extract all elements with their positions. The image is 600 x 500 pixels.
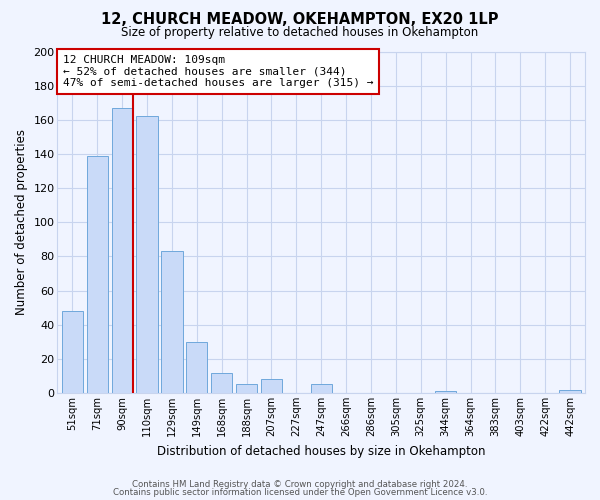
Bar xyxy=(161,252,182,393)
Bar xyxy=(186,342,208,393)
Bar xyxy=(311,384,332,393)
Bar xyxy=(112,108,133,393)
Text: Contains HM Land Registry data © Crown copyright and database right 2024.: Contains HM Land Registry data © Crown c… xyxy=(132,480,468,489)
Text: Contains public sector information licensed under the Open Government Licence v3: Contains public sector information licen… xyxy=(113,488,487,497)
Bar xyxy=(136,116,158,393)
Text: Size of property relative to detached houses in Okehampton: Size of property relative to detached ho… xyxy=(121,26,479,39)
Text: 12 CHURCH MEADOW: 109sqm
← 52% of detached houses are smaller (344)
47% of semi-: 12 CHURCH MEADOW: 109sqm ← 52% of detach… xyxy=(63,55,373,88)
Bar xyxy=(211,372,232,393)
Bar xyxy=(236,384,257,393)
X-axis label: Distribution of detached houses by size in Okehampton: Distribution of detached houses by size … xyxy=(157,444,485,458)
Bar xyxy=(559,390,581,393)
Y-axis label: Number of detached properties: Number of detached properties xyxy=(15,130,28,316)
Bar xyxy=(62,311,83,393)
Bar xyxy=(435,392,456,393)
Bar xyxy=(261,380,282,393)
Bar xyxy=(86,156,108,393)
Text: 12, CHURCH MEADOW, OKEHAMPTON, EX20 1LP: 12, CHURCH MEADOW, OKEHAMPTON, EX20 1LP xyxy=(101,12,499,28)
